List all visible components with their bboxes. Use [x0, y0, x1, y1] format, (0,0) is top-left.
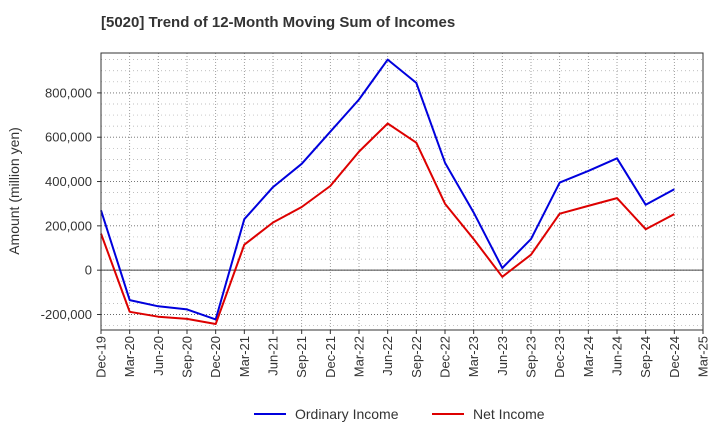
legend-label: Net Income — [473, 406, 545, 422]
y-tick-labels: -200,000 0 200,000 400,000 600,000 800,000 — [41, 85, 101, 322]
x-tick-label: Sep-22 — [409, 336, 424, 378]
y-axis-title: Amount (million yen) — [6, 127, 22, 255]
x-tick-label: Dec-21 — [323, 336, 338, 378]
y-tick-label: 200,000 — [45, 218, 92, 233]
legend: Ordinary Income Net Income — [254, 406, 545, 422]
x-tick-label: Jun-23 — [495, 336, 510, 376]
x-tick-label: Sep-24 — [638, 336, 653, 378]
x-tick-label: Sep-20 — [180, 336, 195, 378]
x-tick-labels: Dec-19 Mar-20 Jun-20 Sep-20 Dec-20 Mar-21 Jun-… — [94, 330, 711, 378]
x-tick-label: Jun-22 — [380, 336, 395, 376]
plot-border — [100, 52, 704, 331]
legend-item-net-income: Net Income — [432, 406, 545, 422]
y-tick-label: 0 — [85, 263, 92, 278]
x-tick-label: Mar-25 — [696, 336, 711, 377]
grid-layer — [101, 53, 703, 330]
x-tick-label: Dec-19 — [94, 336, 109, 378]
x-tick-label: Jun-20 — [151, 336, 166, 376]
y-tick-label: -200,000 — [41, 307, 92, 322]
x-tick-label: Sep-21 — [294, 336, 309, 378]
x-tick-label: Dec-24 — [667, 336, 682, 378]
x-tick-label: Mar-24 — [581, 336, 596, 377]
x-tick-label: Mar-22 — [352, 336, 367, 377]
x-tick-label: Mar-20 — [122, 336, 137, 377]
y-tick-label: 400,000 — [45, 174, 92, 189]
y-tick-label: 800,000 — [45, 85, 92, 100]
x-tick-label: Mar-21 — [237, 336, 252, 377]
y-tick-label: 600,000 — [45, 130, 92, 145]
legend-item-ordinary-income: Ordinary Income — [254, 406, 399, 422]
series-line-ordinary-income — [100, 58, 675, 321]
legend-label: Ordinary Income — [295, 406, 399, 422]
series-line-net-income — [100, 122, 675, 325]
x-tick-label: Dec-20 — [208, 336, 223, 378]
x-tick-label: Dec-22 — [438, 336, 453, 378]
x-tick-label: Jun-21 — [266, 336, 281, 376]
x-tick-label: Dec-23 — [552, 336, 567, 378]
x-tick-label: Jun-24 — [610, 336, 625, 376]
chart-title: [5020] Trend of 12-Month Moving Sum of I… — [101, 14, 456, 31]
x-tick-label: Sep-23 — [524, 336, 539, 378]
x-tick-label: Mar-23 — [466, 336, 481, 377]
series-layer — [100, 58, 675, 325]
plot-area — [101, 53, 703, 330]
